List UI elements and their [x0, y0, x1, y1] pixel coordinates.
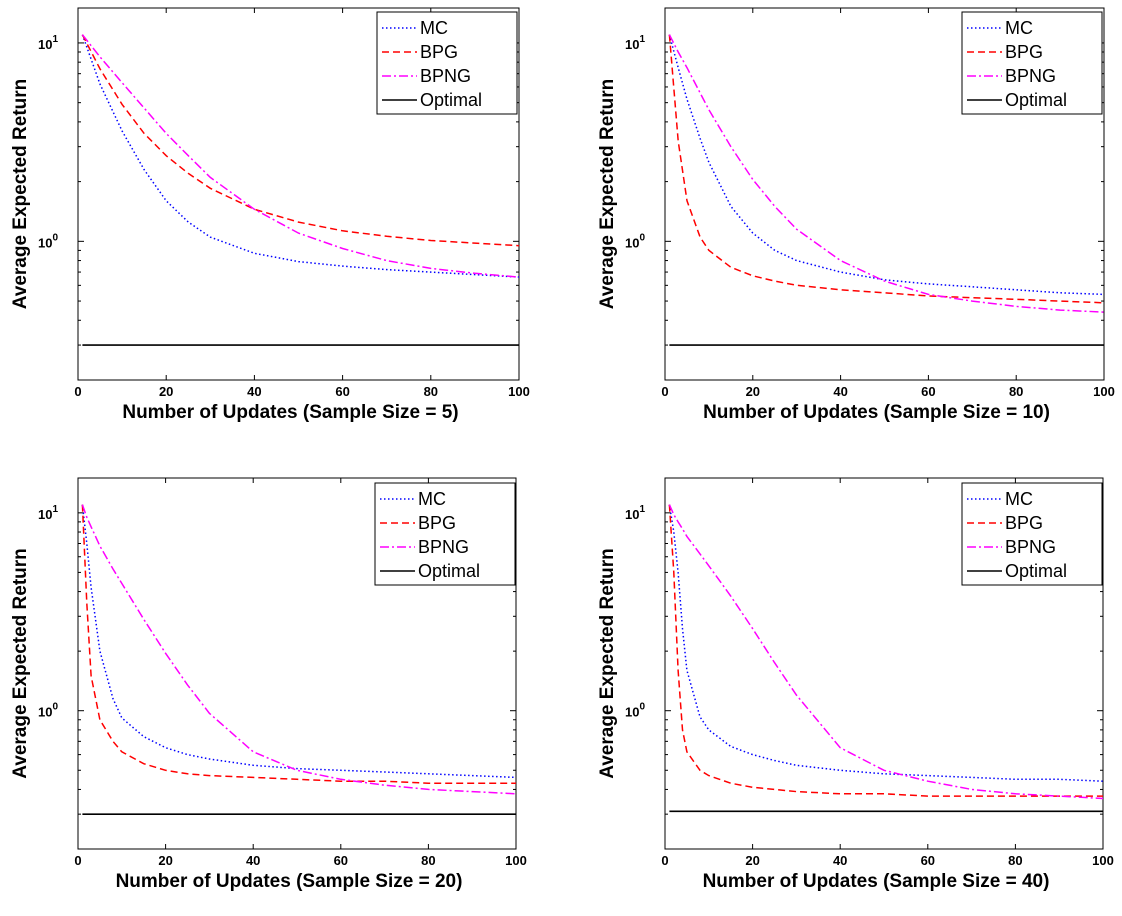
x-tick-label: 20: [159, 384, 173, 399]
chart-panel-2: 0 20 40 60 80 100 100 101 Number of Updates (Sam…: [597, 7, 1115, 423]
x-tick-label: 0: [74, 853, 81, 868]
legend: MC BPG BPNG Optimal: [376, 11, 518, 115]
legend-label-mc: MC: [1005, 489, 1033, 509]
chart-panel-3: 0 20 40 60 80 100 100 101 Number of Updates (Sam…: [10, 477, 527, 892]
legend-label-mc: MC: [418, 489, 446, 509]
axes-frame: [664, 7, 1105, 381]
legend-box: [961, 11, 1103, 115]
x-tick-label: 80: [421, 853, 435, 868]
y-tick-label: 101: [625, 504, 645, 522]
y-tick-label: 101: [625, 34, 645, 52]
y-tick-label: 100: [625, 702, 645, 720]
x-tick-label: 100: [1093, 384, 1115, 399]
legend-label-optimal: Optimal: [420, 90, 482, 110]
x-tick-label: 80: [424, 384, 438, 399]
legend-box: [961, 482, 1103, 586]
y-axis-label: Average Expected Return: [597, 548, 618, 779]
x-tick-label: 20: [745, 853, 759, 868]
axes-frame: [77, 477, 517, 850]
series-line-bpg: [668, 504, 1103, 797]
axes-frame: [664, 477, 1104, 850]
x-axis-label: Number of Updates (Sample Size = 40): [703, 871, 1050, 892]
x-tick-label: 60: [921, 384, 935, 399]
x-tick-label: 40: [246, 853, 260, 868]
y-tick-label: 100: [625, 232, 645, 250]
legend-label-optimal: Optimal: [1005, 561, 1067, 581]
series-line-bpg: [81, 504, 516, 784]
x-axis-label: Number of Updates (Sample Size = 5): [122, 402, 458, 423]
y-axis-label: Average Expected Return: [597, 79, 618, 310]
y-tick-label: 100: [38, 232, 58, 250]
x-tick-label: 40: [833, 853, 847, 868]
x-tick-label: 40: [833, 384, 847, 399]
y-tick-label: 101: [38, 504, 58, 522]
x-tick-label: 80: [1009, 384, 1023, 399]
series-line-bpng: [81, 504, 517, 795]
legend-label-optimal: Optimal: [1005, 90, 1067, 110]
x-tick-label: 80: [1008, 853, 1022, 868]
legend-label-mc: MC: [420, 18, 448, 38]
x-tick-label: 60: [921, 853, 935, 868]
legend-label-bpng: BPNG: [1005, 66, 1056, 86]
x-tick-label: 60: [334, 853, 348, 868]
x-tick-label: 100: [1092, 853, 1114, 868]
legend-box: [374, 482, 516, 586]
legend-label-optimal: Optimal: [418, 561, 480, 581]
legend-label-bpg: BPG: [418, 513, 456, 533]
legend-box: [376, 11, 518, 115]
legend-label-bpg: BPG: [1005, 513, 1043, 533]
chart-panel-4: 0 20 40 60 80 100 100 101 Number of Updates (Sam…: [597, 477, 1114, 892]
legend-label-bpng: BPNG: [420, 66, 471, 86]
axes-frame: [77, 7, 520, 381]
legend-label-bpg: BPG: [420, 42, 458, 62]
legend-label-bpng: BPNG: [1005, 537, 1056, 557]
series-line-bpg: [81, 34, 520, 247]
x-axis-label: Number of Updates (Sample Size = 10): [703, 402, 1050, 423]
x-tick-label: 100: [505, 853, 527, 868]
x-tick-label: 60: [335, 384, 349, 399]
legend-label-mc: MC: [1005, 18, 1033, 38]
y-tick-label: 100: [38, 702, 58, 720]
x-tick-label: 100: [508, 384, 530, 399]
y-tick-label: 101: [38, 34, 58, 52]
x-tick-label: 20: [158, 853, 172, 868]
x-tick-label: 0: [74, 384, 81, 399]
x-tick-label: 0: [661, 384, 668, 399]
series-line-bpng: [668, 34, 1105, 313]
legend: MC BPG BPNG Optimal: [961, 482, 1103, 586]
legend: MC BPG BPNG Optimal: [374, 482, 516, 586]
y-axis-label: Average Expected Return: [10, 79, 31, 310]
chart-panel-1: 0 20 40 60 80 100 100 101 Number of Updates (Sam…: [10, 7, 530, 423]
legend-label-bpng: BPNG: [418, 537, 469, 557]
x-tick-label: 0: [661, 853, 668, 868]
y-axis-label: Average Expected Return: [10, 548, 31, 779]
series-line-mc: [668, 504, 1104, 782]
legend-label-bpg: BPG: [1005, 42, 1043, 62]
legend: MC BPG BPNG Optimal: [961, 11, 1103, 115]
x-axis-label: Number of Updates (Sample Size = 20): [116, 871, 463, 892]
series-line-bpng: [668, 504, 1104, 800]
x-tick-label: 40: [247, 384, 261, 399]
series-line-bpng: [81, 34, 520, 278]
x-tick-label: 20: [746, 384, 760, 399]
